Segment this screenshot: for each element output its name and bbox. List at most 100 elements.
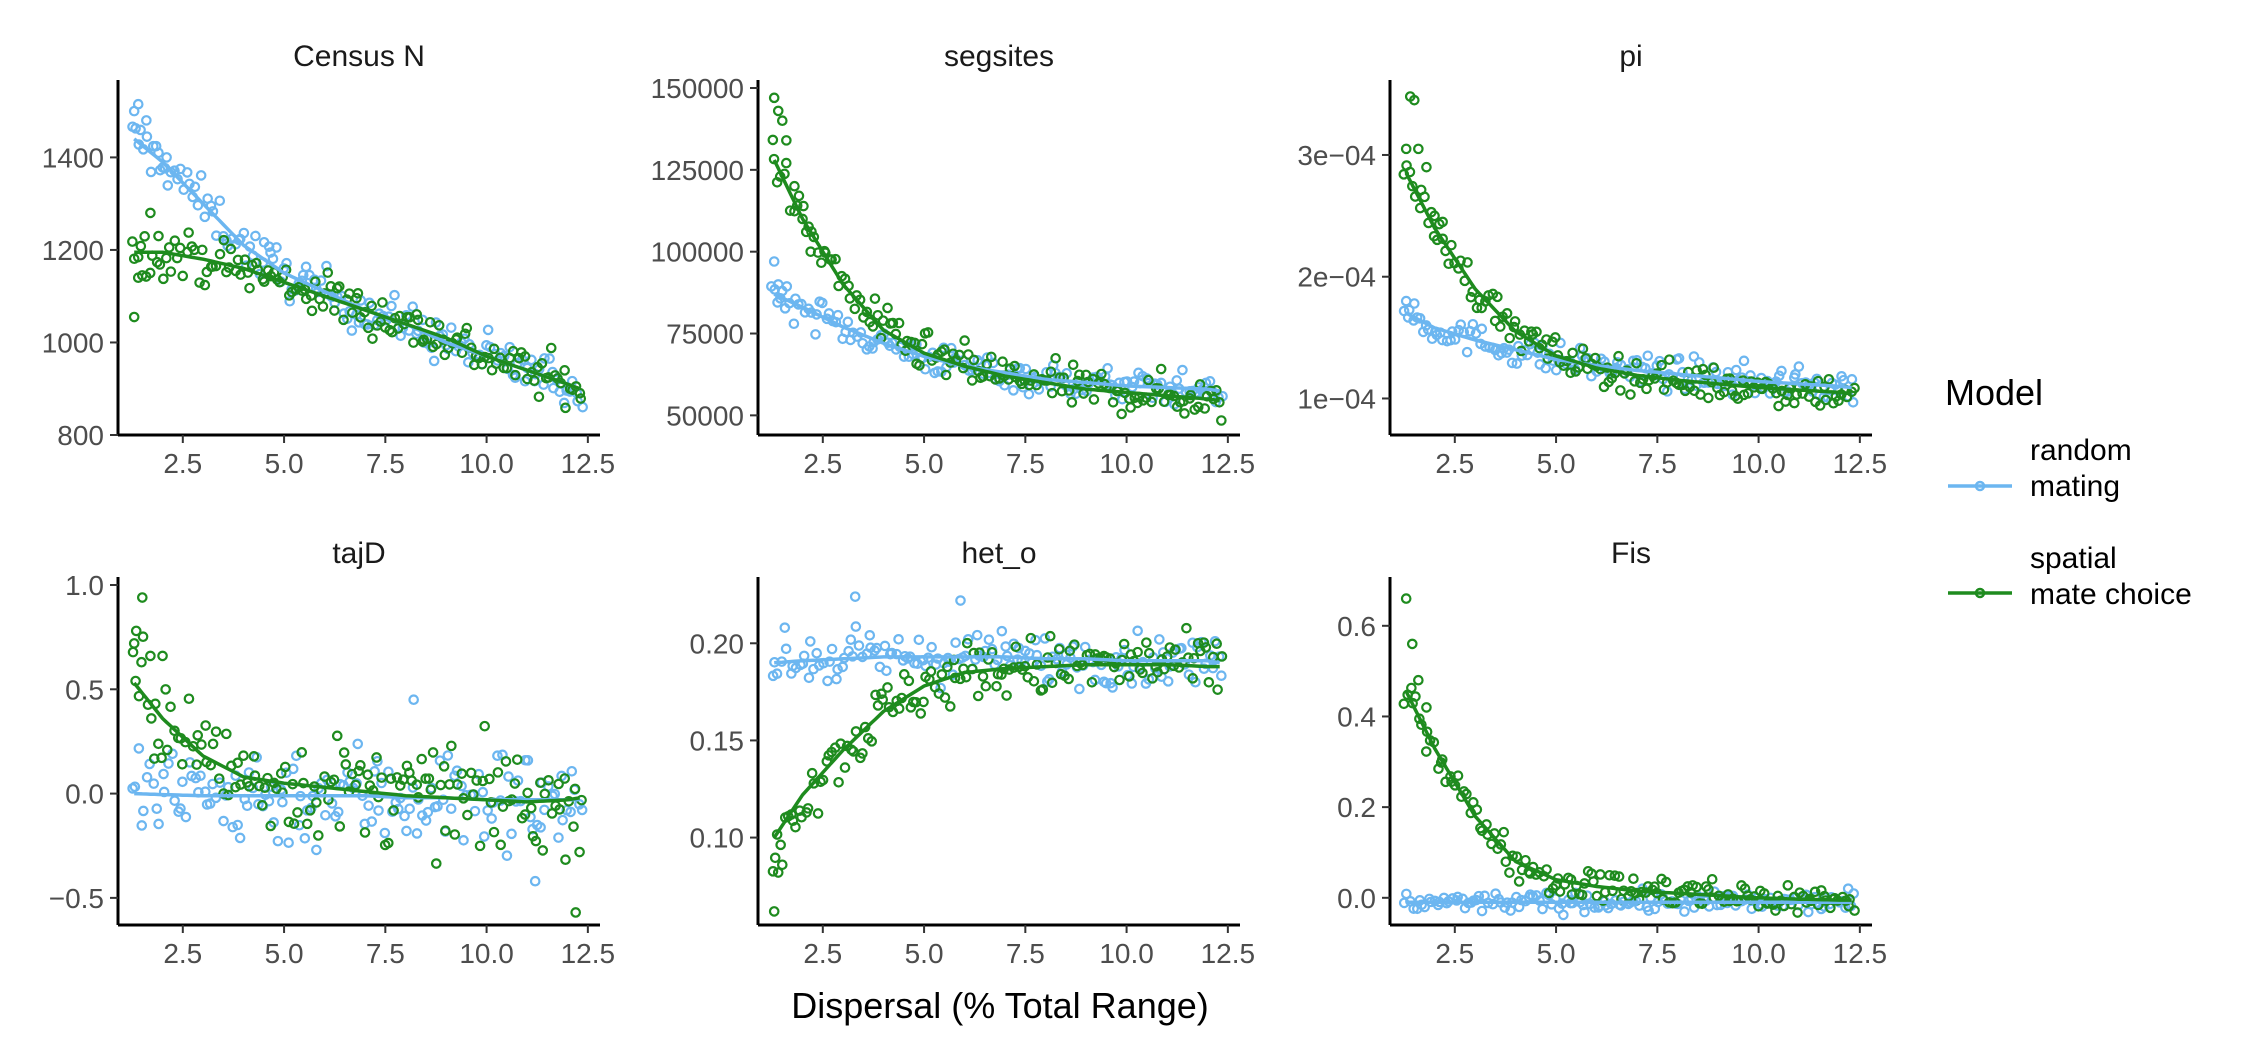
data-point: [922, 327, 934, 338]
data-point: [442, 750, 454, 761]
panel-title: segsites: [944, 40, 1054, 73]
data-point: [777, 115, 788, 127]
data-point: [244, 282, 255, 294]
data-point: [1625, 389, 1636, 400]
data-point: [334, 821, 346, 832]
panels-layer: Census N 800 1000 1200 1400 2.5 5.0 7.5 10.0 12.5…: [42, 40, 1887, 969]
data-point: [1498, 826, 1510, 838]
legend-label-line1: spatial: [2030, 542, 2117, 575]
data-point: [204, 798, 216, 809]
data-point: [355, 760, 366, 771]
data-point: [1155, 363, 1167, 375]
data-point: [199, 279, 211, 291]
data-point: [1410, 691, 1421, 702]
x-tick-label: 7.5: [1638, 938, 1677, 969]
data-point: [1437, 216, 1448, 228]
data-point: [192, 730, 204, 741]
x-tick-label: 5.0: [265, 448, 304, 479]
data-point: [968, 354, 980, 366]
data-point: [939, 344, 950, 355]
data-point: [479, 720, 491, 732]
data-point: [1216, 415, 1227, 426]
data-point: [232, 757, 243, 769]
data-point: [835, 738, 846, 749]
data-point: [161, 152, 172, 163]
data-point: [554, 804, 565, 815]
data-point: [1211, 638, 1223, 650]
data-point: [1823, 373, 1835, 385]
data-point: [183, 693, 195, 705]
y-tick-label: 1e−04: [1297, 383, 1376, 414]
data-point: [1132, 646, 1143, 658]
data-point: [981, 352, 993, 363]
data-point: [1770, 905, 1781, 916]
data-point: [130, 123, 141, 134]
data-point: [214, 777, 226, 788]
trend-line: [1404, 690, 1852, 902]
data-point: [497, 801, 509, 812]
data-point: [1467, 318, 1479, 330]
data-point: [265, 247, 276, 258]
data-point: [129, 781, 141, 793]
data-point: [881, 665, 892, 677]
data-point: [926, 641, 937, 653]
data-point: [272, 835, 284, 847]
x-tick-label: 5.0: [1537, 448, 1576, 479]
x-tick-label: 10.0: [1731, 938, 1786, 969]
data-point: [850, 621, 862, 632]
trend-line: [772, 662, 1220, 839]
data-point: [775, 839, 786, 851]
data-point: [411, 779, 423, 790]
data-point: [346, 307, 358, 319]
x-tick-label: 12.5: [1201, 938, 1256, 969]
data-point: [1849, 905, 1860, 916]
data-point: [315, 275, 327, 286]
x-tick-label: 5.0: [905, 938, 944, 969]
data-point: [267, 253, 279, 265]
data-point: [565, 806, 576, 818]
data-point: [128, 311, 140, 323]
trend-line: [772, 159, 1220, 403]
data-point: [445, 322, 457, 333]
data-point: [1476, 905, 1488, 917]
data-point: [1132, 397, 1143, 409]
data-point: [1730, 364, 1742, 376]
data-point: [805, 246, 816, 257]
trend-line: [132, 681, 581, 804]
data-point: [533, 391, 545, 403]
data-point: [192, 199, 204, 211]
x-tick-label: 12.5: [561, 938, 616, 969]
data-point: [127, 646, 139, 658]
legend-label-line2: mate choice: [2030, 578, 2192, 611]
data-point: [501, 850, 513, 861]
data-point: [388, 805, 399, 816]
data-point: [366, 300, 377, 312]
data-point: [333, 281, 345, 292]
data-point: [824, 656, 835, 667]
x-tick-label: 5.0: [1537, 938, 1576, 969]
data-point: [1203, 676, 1215, 688]
data-point: [877, 694, 889, 705]
data-point: [519, 351, 531, 362]
data-point: [872, 309, 884, 321]
data-point: [530, 835, 542, 847]
series-spatial-mate-choice: [127, 592, 587, 918]
data-point: [153, 818, 164, 830]
data-point: [1706, 873, 1718, 885]
data-point: [1212, 684, 1223, 695]
data-point: [1400, 593, 1412, 604]
data-point: [158, 273, 169, 285]
data-point: [1643, 905, 1654, 916]
x-tick-label: 10.0: [459, 448, 514, 479]
data-point: [320, 809, 331, 821]
data-point: [251, 257, 262, 269]
data-point: [1398, 698, 1410, 710]
data-point: [1697, 363, 1709, 375]
x-tick-label: 10.0: [1099, 448, 1154, 479]
data-point: [411, 309, 423, 320]
legend-key-point: [1974, 480, 1986, 492]
data-point: [477, 775, 489, 787]
data-point: [916, 338, 928, 350]
data-point: [423, 773, 435, 784]
data-point: [1531, 326, 1542, 338]
